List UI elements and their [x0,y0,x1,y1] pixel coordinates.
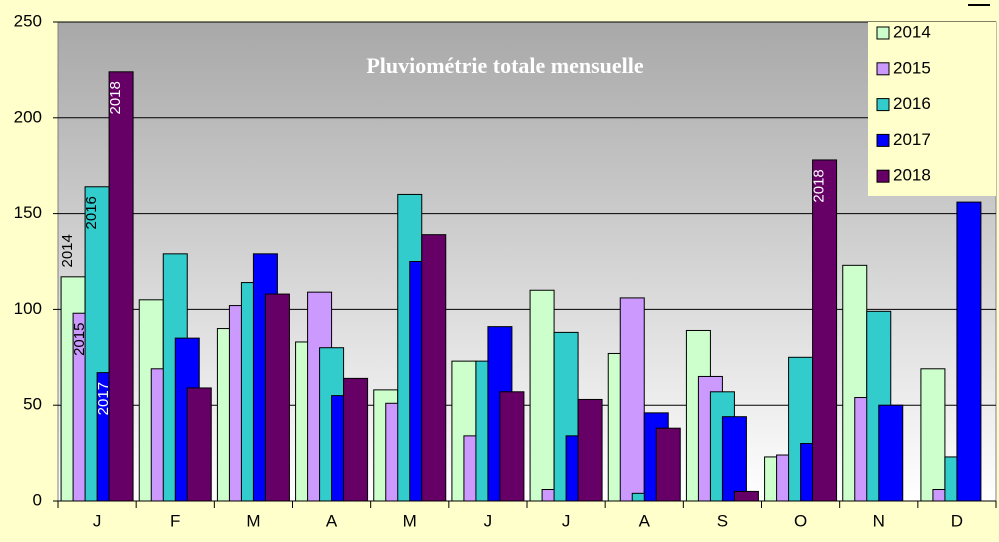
x-tick-label: F [170,511,180,530]
bar [655,427,681,502]
chart-title: Pluviométrie totale mensuelle [366,53,644,78]
bar [812,159,838,502]
x-tick-label: M [246,511,260,530]
bar [343,377,369,502]
x-tick-label: A [326,511,338,530]
x-tick-label: A [639,511,651,530]
x-tick-label: N [873,511,885,530]
bar [920,368,946,502]
data-label: 2015 [71,323,88,356]
y-tick-label: 100 [14,299,42,318]
x-tick-label: O [794,511,807,530]
x-tick-label: J [93,511,102,530]
data-label: 2016 [83,196,100,229]
legend-label: 2017 [893,130,931,149]
bar [499,391,525,502]
data-label: 2018 [811,169,828,202]
y-tick-label: 0 [33,490,42,509]
y-tick-label: 150 [14,203,42,222]
x-tick-label: J [484,511,493,530]
legend-swatch [876,133,890,147]
legend-swatch [876,62,890,76]
x-tick-label: M [403,511,417,530]
legend-label: 2014 [893,22,931,41]
bar [878,404,904,502]
bar [733,490,759,502]
bar [264,293,290,502]
bar [577,398,603,502]
bar [721,416,747,502]
x-tick-label: D [951,511,963,530]
legend-swatch [876,26,890,40]
legend-label: 2018 [893,166,931,185]
x-tick-label: J [562,511,571,530]
plot-area [57,21,997,502]
legend-label: 2016 [893,94,931,113]
bar [421,234,447,502]
bar [956,201,982,502]
bar [108,71,134,502]
x-tick-label: S [717,511,728,530]
y-tick-label: 250 [14,11,42,30]
y-tick-label: 50 [23,395,42,414]
legend-swatch [876,169,890,183]
bar [619,297,645,502]
data-label: 2018 [107,81,124,114]
data-label: 2017 [95,382,112,415]
y-tick-label: 200 [14,107,42,126]
bar [186,387,212,502]
data-label: 2014 [59,234,76,267]
bar [529,289,555,502]
legend-swatch [876,98,890,112]
legend-label: 2015 [893,58,931,77]
